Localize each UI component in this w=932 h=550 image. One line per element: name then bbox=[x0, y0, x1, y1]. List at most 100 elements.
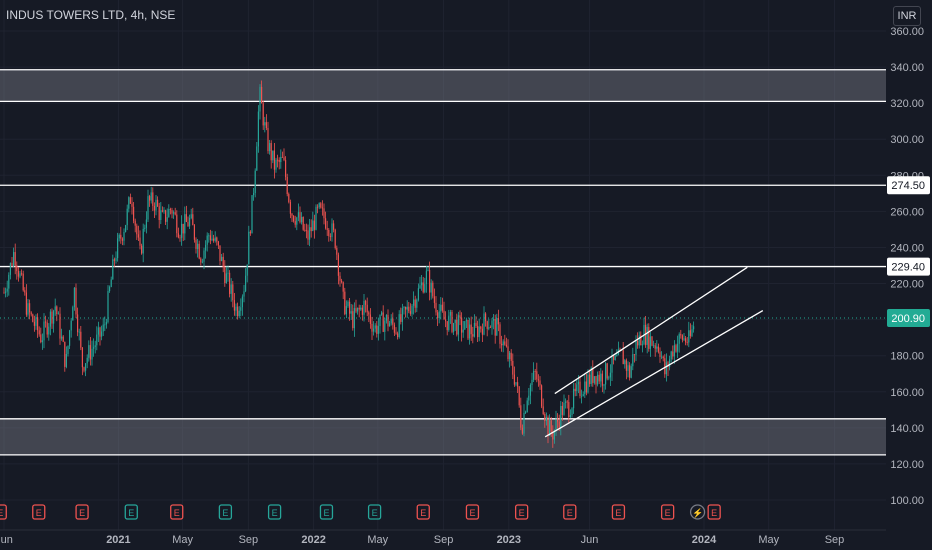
candle-body bbox=[397, 333, 399, 338]
marker-frame bbox=[0, 504, 7, 520]
candle-body bbox=[32, 314, 34, 322]
candle-body bbox=[469, 324, 471, 339]
candle-body bbox=[544, 414, 546, 421]
candle-body bbox=[147, 196, 149, 220]
earnings-marker-icon[interactable]: E bbox=[707, 504, 721, 520]
current-price-tag bbox=[887, 308, 930, 327]
candle-body bbox=[366, 304, 368, 313]
candle-body bbox=[598, 374, 600, 382]
candle-body bbox=[675, 345, 677, 352]
candle-body bbox=[270, 143, 272, 161]
candle-body bbox=[435, 302, 437, 313]
time-axis[interactable]: Jun 2021 May Sep 2022 May Sep 2023 Jun 2024 May Sep bbox=[0, 529, 932, 550]
candle-body bbox=[6, 288, 8, 292]
marker-label: E bbox=[0, 508, 3, 518]
marker-frame bbox=[367, 504, 382, 520]
candle-body bbox=[374, 325, 376, 329]
earnings-marker-icon[interactable]: E bbox=[367, 504, 382, 520]
marker-label: E bbox=[567, 508, 573, 518]
candle-body bbox=[622, 350, 624, 365]
candle-body bbox=[49, 311, 51, 327]
marker-frame bbox=[514, 504, 529, 520]
earnings-marker-icon[interactable]: E bbox=[124, 504, 138, 520]
candle-body bbox=[59, 313, 61, 339]
candle-body bbox=[424, 284, 426, 293]
price-tick-label: 320.00 bbox=[890, 98, 924, 110]
marker-frame bbox=[660, 504, 675, 520]
marker-frame bbox=[124, 504, 138, 520]
time-tick-label: 2024 bbox=[692, 534, 717, 546]
marker-label: E bbox=[711, 508, 717, 518]
candle-body bbox=[129, 197, 131, 204]
earnings-marker-icon[interactable]: E bbox=[267, 504, 282, 520]
candle-body bbox=[683, 338, 685, 340]
candle-body bbox=[625, 360, 627, 371]
earnings-marker-icon[interactable]: E bbox=[465, 504, 480, 520]
earnings-marker-icon[interactable]: E bbox=[660, 504, 675, 520]
candle-body bbox=[613, 355, 615, 360]
candle-body bbox=[638, 335, 640, 346]
channel-upper-line[interactable] bbox=[554, 266, 748, 395]
earnings-marker-icon[interactable]: E bbox=[611, 504, 626, 520]
candle-body bbox=[627, 365, 629, 371]
candle-body bbox=[161, 210, 163, 212]
candle-body bbox=[576, 384, 578, 392]
candle-body bbox=[232, 284, 234, 301]
earnings-marker-icon[interactable]: E bbox=[218, 504, 233, 520]
candle-body bbox=[358, 307, 360, 310]
candle-body bbox=[168, 209, 170, 218]
candle-body bbox=[177, 233, 179, 238]
earnings-marker-icon[interactable]: E bbox=[75, 504, 89, 520]
currency-button[interactable]: INR bbox=[893, 6, 921, 26]
earnings-markers[interactable]: E E E E E E E E E E E E E E E ⚡ E bbox=[0, 504, 721, 520]
candle-body bbox=[403, 307, 405, 309]
candle-body bbox=[67, 345, 69, 354]
candle-body bbox=[379, 314, 381, 327]
earnings-marker-icon[interactable]: E bbox=[32, 504, 46, 520]
earnings-marker-icon[interactable]: E bbox=[170, 504, 184, 520]
marker-frame bbox=[218, 504, 233, 520]
candle-body bbox=[661, 356, 663, 358]
price-tick-label: 180.00 bbox=[890, 351, 924, 363]
candle-body bbox=[209, 235, 211, 241]
candle-body bbox=[483, 313, 485, 335]
candle-body bbox=[128, 197, 130, 209]
earnings-marker-icon[interactable]: E bbox=[514, 504, 529, 520]
candle-body bbox=[257, 111, 259, 147]
earnings-marker-icon[interactable]: E bbox=[0, 504, 7, 520]
candle-body bbox=[225, 273, 227, 283]
candle-body bbox=[393, 324, 395, 333]
candle-body bbox=[545, 416, 547, 421]
candle-body bbox=[542, 406, 544, 415]
candle-body bbox=[217, 241, 219, 246]
candle-body bbox=[657, 346, 659, 352]
candle-body bbox=[197, 243, 199, 249]
candle-body bbox=[14, 252, 16, 266]
earnings-marker-icon[interactable]: E bbox=[416, 504, 430, 520]
marker-label: E bbox=[372, 508, 378, 518]
trend-channel[interactable] bbox=[544, 266, 764, 438]
candle-body bbox=[520, 405, 522, 428]
candle-body bbox=[688, 330, 690, 343]
candle-body bbox=[325, 218, 327, 229]
earnings-marker-icon[interactable]: E bbox=[319, 504, 334, 520]
candle-body bbox=[163, 210, 165, 212]
earnings-marker-icon[interactable]: E bbox=[563, 504, 577, 520]
candle-body bbox=[345, 306, 347, 315]
candle-body bbox=[477, 326, 479, 338]
dividend-flash-icon[interactable]: ⚡ bbox=[689, 504, 706, 520]
candle-body bbox=[240, 307, 242, 311]
candle-body bbox=[57, 313, 59, 315]
candle-body bbox=[565, 401, 567, 403]
channel-lower-line[interactable] bbox=[544, 310, 764, 438]
horizontal-lines[interactable] bbox=[0, 69, 886, 456]
price-axis[interactable]: 100.00120.00140.00160.00180.00200.00220.… bbox=[886, 0, 932, 550]
candle-body bbox=[649, 336, 651, 349]
candle-body bbox=[144, 227, 146, 229]
candle-body bbox=[198, 243, 200, 259]
price-tick-label: 260.00 bbox=[890, 206, 924, 218]
supply-demand-zones bbox=[0, 69, 886, 455]
candle-body bbox=[33, 321, 35, 326]
candle-body bbox=[457, 315, 459, 335]
